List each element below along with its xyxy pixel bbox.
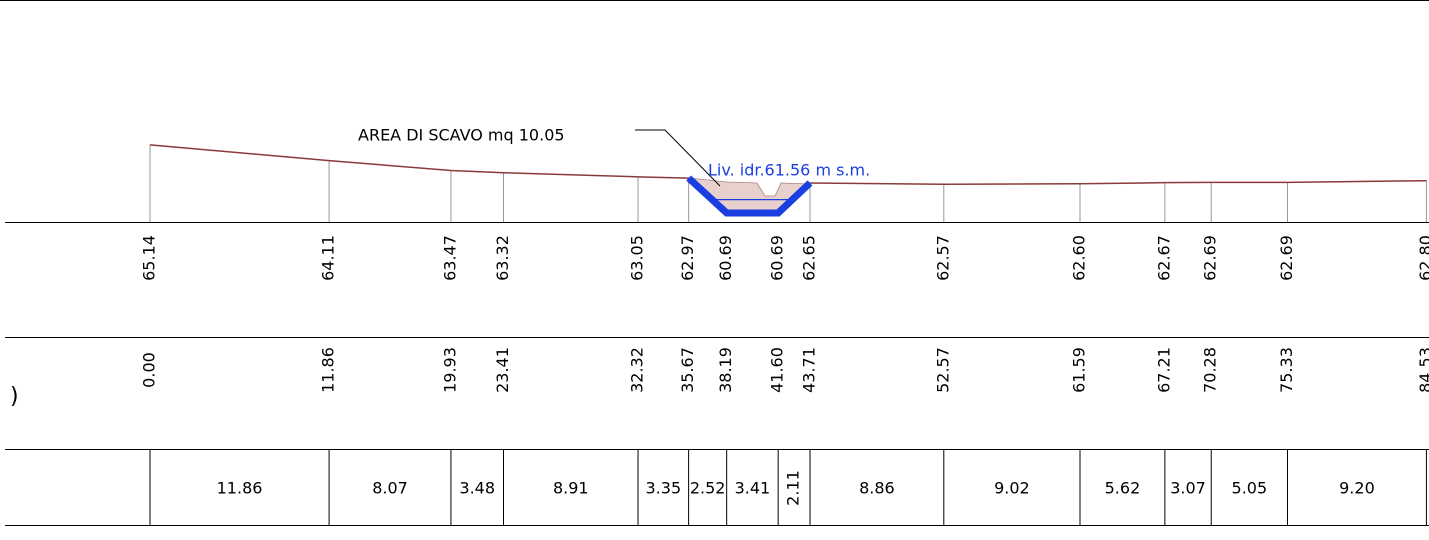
- partial-label: 9.02: [994, 479, 1030, 498]
- elevation-label: 63.47: [440, 235, 459, 281]
- elevation-label: 63.05: [628, 235, 647, 281]
- distance-label: 11.86: [319, 347, 338, 393]
- area-label: AREA DI SCAVO mq 10.05: [358, 126, 565, 145]
- partial-label: 3.48: [459, 479, 495, 498]
- elevation-label: 62.69: [1201, 235, 1220, 281]
- partial-label: 2.52: [690, 479, 726, 498]
- distance-label: 75.33: [1277, 347, 1296, 393]
- elevation-label: 60.69: [768, 235, 787, 281]
- left-mark: ): [10, 384, 19, 409]
- distance-label: 38.19: [716, 347, 735, 393]
- partial-label: 5.05: [1232, 479, 1268, 498]
- ground-profile: [149, 144, 689, 179]
- elevation-label: 62.97: [678, 235, 697, 281]
- elevation-label: 62.57: [933, 235, 952, 281]
- partial-label: 8.86: [859, 479, 895, 498]
- elevation-label: 62.65: [800, 235, 819, 281]
- partial-label: 2.11: [784, 470, 803, 506]
- elevation-label: 64.11: [319, 235, 338, 281]
- elevation-label: 62.69: [1277, 235, 1296, 281]
- distance-label: 84.53: [1416, 347, 1429, 393]
- partial-label: 8.07: [372, 479, 408, 498]
- partial-label: 9.20: [1339, 479, 1375, 498]
- distance-label: 35.67: [678, 347, 697, 393]
- partial-label: 11.86: [217, 479, 263, 498]
- distance-label: 19.93: [440, 347, 459, 393]
- partial-label: 5.62: [1105, 479, 1141, 498]
- distance-label: 41.60: [768, 347, 787, 393]
- elevation-label: 65.14: [140, 235, 159, 281]
- distance-label: 70.28: [1201, 347, 1220, 393]
- partial-label: 8.91: [553, 479, 589, 498]
- distance-label: 67.21: [1154, 347, 1173, 393]
- elevation-label: 60.69: [716, 235, 735, 281]
- distance-label: 43.71: [800, 347, 819, 393]
- water-level-label: Liv. idr.61.56 m s.m.: [708, 161, 870, 180]
- elevation-label: 63.32: [493, 235, 512, 281]
- leader-line: [635, 129, 721, 187]
- channel: [686, 175, 813, 217]
- elevation-label: 62.80: [1416, 235, 1429, 281]
- distance-label: 23.41: [493, 347, 512, 393]
- partial-label: 3.35: [646, 479, 682, 498]
- partial-label: 3.07: [1170, 479, 1206, 498]
- partial-label: 3.41: [735, 479, 771, 498]
- elevation-label: 62.60: [1070, 235, 1089, 281]
- distance-label: 52.57: [933, 347, 952, 393]
- elevation-label: 62.67: [1154, 235, 1173, 281]
- distance-label: 32.32: [628, 347, 647, 393]
- distance-label: 0.00: [140, 352, 159, 388]
- ground-profile: [810, 179, 1427, 185]
- distance-label: 61.59: [1070, 347, 1089, 393]
